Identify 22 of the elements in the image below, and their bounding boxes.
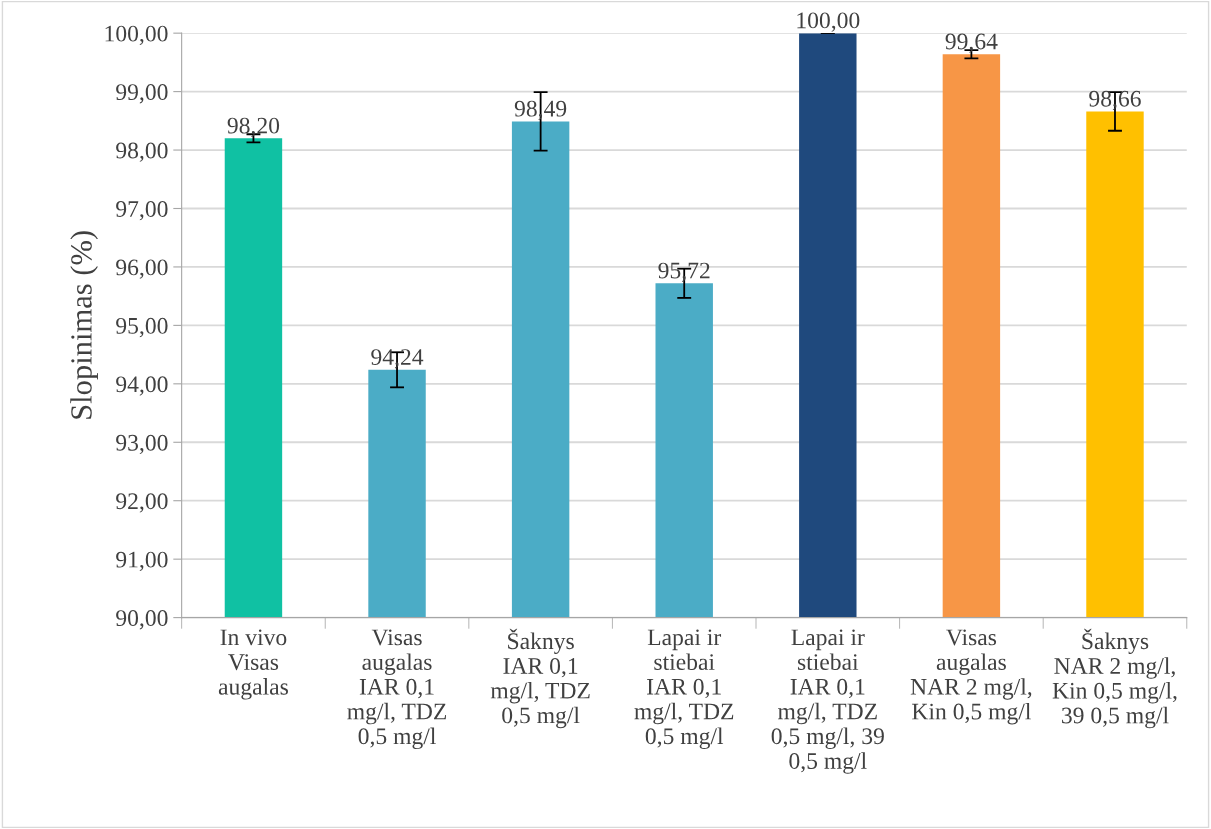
- y-tick-label: 90,00: [116, 610, 168, 630]
- y-tick-label: 92,00: [116, 493, 168, 513]
- y-tick-label: 99,00: [116, 84, 168, 104]
- x-tick-label: Šaknys IAR 0,1 mg/l, TDZ 0,5 mg/l: [490, 628, 590, 729]
- y-axis-title: Slopinimas (%): [70, 231, 98, 419]
- x-tick-label: Visas augalas IAR 0,1 mg/l, TDZ 0,5 mg/l: [347, 629, 447, 750]
- x-tick-label: Šaknys NAR 2 mg/l, Kin 0,5 mg/l, 39 0,5 mg/l: [1052, 628, 1177, 729]
- y-tick-label: 96,00: [116, 259, 168, 279]
- x-tick-label: Visas augalas NAR 2 mg/l, Kin 0,5 mg/l: [910, 629, 1032, 725]
- data-label: 98,20: [227, 117, 280, 137]
- y-tick-label: 97,00: [116, 200, 168, 221]
- y-tick-label: 100,00: [105, 25, 168, 45]
- data-label: 99,64: [945, 33, 998, 53]
- y-tick-label: 93,00: [116, 434, 168, 455]
- y-tick-label: 91,00: [116, 551, 168, 571]
- x-tick-label: Lapai ir stiebai IAR 0,1 mg/l, TDZ 0,5 mg/l: [634, 629, 734, 750]
- x-tick-label: In vivo Visas augalas: [218, 629, 288, 700]
- y-tick-label: 95,00: [116, 317, 168, 338]
- x-tick-label: Lapai ir stiebai IAR 0,1 mg/l, TDZ 0,5 mg/l, 39 0,5 mg/l: [771, 629, 884, 774]
- data-label: 100,00: [797, 12, 860, 32]
- y-tick-label: 98,00: [116, 142, 168, 162]
- y-tick-label: 94,00: [116, 376, 168, 396]
